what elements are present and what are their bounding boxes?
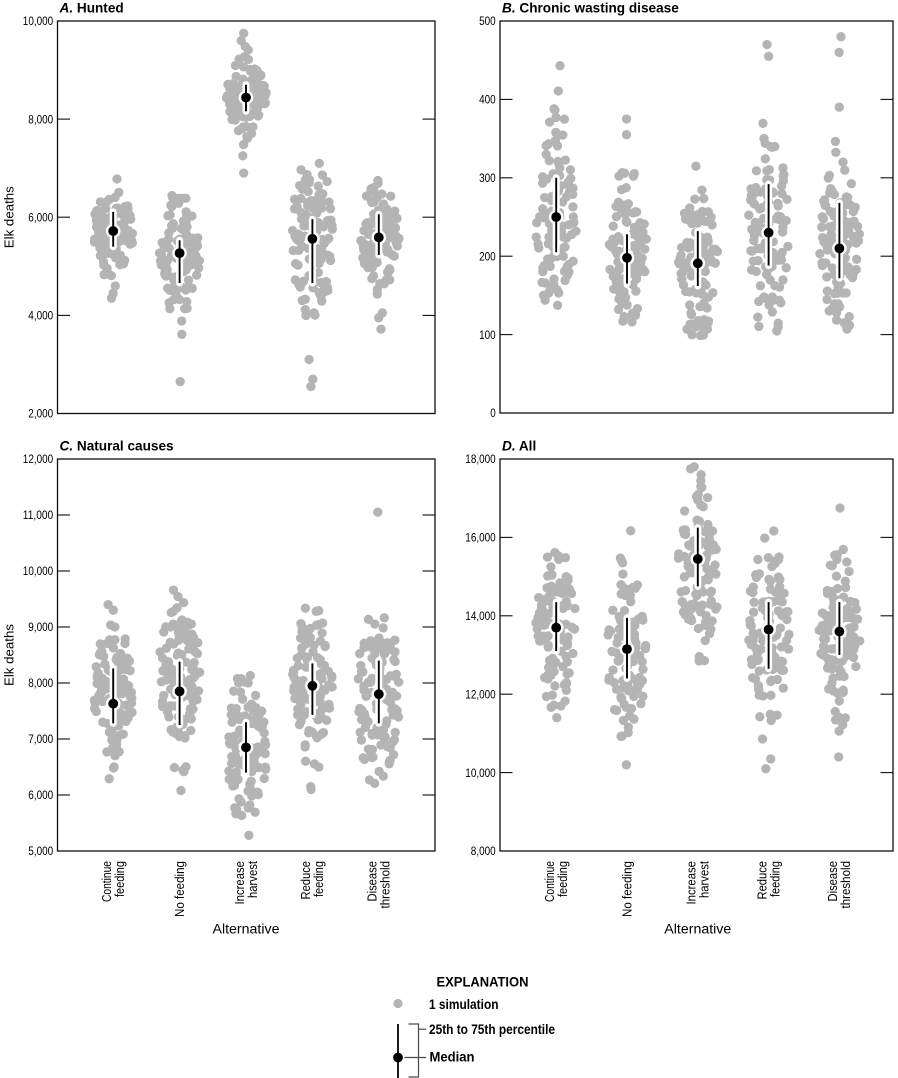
svg-text:Disease: Disease <box>366 861 380 902</box>
svg-text:14,000: 14,000 <box>465 609 496 623</box>
svg-text:feeding: feeding <box>312 861 326 897</box>
svg-text:4,000: 4,000 <box>28 309 53 323</box>
svg-text:threshold: threshold <box>839 861 853 909</box>
svg-text:A. Hunted: A. Hunted <box>59 1 124 16</box>
svg-text:400: 400 <box>479 93 496 107</box>
svg-text:Elk deaths: Elk deaths <box>2 186 17 249</box>
svg-text:9,000: 9,000 <box>28 620 53 634</box>
svg-text:200: 200 <box>479 249 496 263</box>
svg-text:100: 100 <box>479 328 496 342</box>
svg-text:feeding: feeding <box>556 861 570 897</box>
svg-text:harvest: harvest <box>246 861 260 898</box>
svg-text:6,000: 6,000 <box>28 788 53 802</box>
svg-text:11,000: 11,000 <box>23 508 54 522</box>
svg-text:Increase: Increase <box>233 861 247 905</box>
svg-text:6,000: 6,000 <box>28 210 53 224</box>
svg-text:1 simulation: 1 simulation <box>429 997 499 1012</box>
svg-text:Continue: Continue <box>100 861 114 902</box>
svg-text:8,000: 8,000 <box>28 112 53 126</box>
svg-text:Reduce: Reduce <box>299 861 313 900</box>
svg-text:10,000: 10,000 <box>23 14 54 28</box>
svg-text:Reduce: Reduce <box>755 861 769 900</box>
svg-text:Alternative: Alternative <box>213 922 280 937</box>
svg-text:EXPLANATION: EXPLANATION <box>437 975 529 990</box>
svg-text:12,000: 12,000 <box>23 452 54 466</box>
svg-text:C. Natural causes: C. Natural causes <box>60 439 174 454</box>
svg-text:Disease: Disease <box>826 861 840 902</box>
svg-text:Alternative: Alternative <box>664 922 731 937</box>
svg-text:No feeding: No feeding <box>173 861 187 917</box>
svg-text:threshold: threshold <box>379 861 393 909</box>
svg-text:Increase: Increase <box>685 861 699 905</box>
svg-text:10,000: 10,000 <box>465 766 496 780</box>
svg-text:16,000: 16,000 <box>465 531 496 545</box>
svg-text:7,000: 7,000 <box>28 732 53 746</box>
svg-text:300: 300 <box>479 171 496 185</box>
svg-text:25th to 75th percentile: 25th to 75th percentile <box>429 1022 555 1037</box>
svg-text:18,000: 18,000 <box>465 452 496 466</box>
svg-text:D. All: D. All <box>502 439 536 454</box>
svg-text:8,000: 8,000 <box>28 676 53 690</box>
svg-text:10,000: 10,000 <box>23 564 54 578</box>
svg-text:12,000: 12,000 <box>465 687 496 701</box>
svg-text:Continue: Continue <box>543 861 557 902</box>
svg-text:harvest: harvest <box>698 861 712 898</box>
svg-text:8,000: 8,000 <box>471 844 496 858</box>
svg-text:Median: Median <box>430 1050 475 1065</box>
svg-text:Elk deaths: Elk deaths <box>2 623 17 686</box>
svg-text:feeding: feeding <box>768 861 782 897</box>
svg-text:0: 0 <box>490 406 496 420</box>
svg-text:No feeding: No feeding <box>620 861 634 917</box>
svg-text:B. Chronic wasting disease: B. Chronic wasting disease <box>502 1 679 16</box>
svg-text:500: 500 <box>479 14 496 28</box>
svg-text:2,000: 2,000 <box>28 407 53 421</box>
svg-text:5,000: 5,000 <box>28 844 53 858</box>
svg-text:feeding: feeding <box>113 861 127 897</box>
